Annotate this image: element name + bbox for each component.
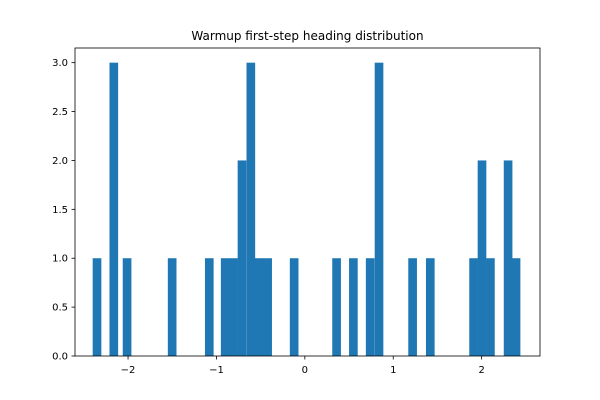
bars-group [92, 62, 521, 357]
y-tick-label: 0.5 [52, 303, 68, 314]
histogram-bar [486, 258, 495, 356]
y-tick-label: 2.0 [52, 156, 68, 167]
y-tick-label: 1.5 [52, 205, 68, 216]
histogram-bar [229, 258, 238, 356]
histogram-bar [408, 258, 417, 356]
chart-title: Warmup first-step heading distribution [191, 29, 423, 43]
histogram-bar [92, 258, 102, 356]
histogram-bar [122, 258, 132, 356]
histogram-bar [374, 62, 384, 357]
histogram-bar [365, 258, 375, 356]
plot-frame [74, 47, 541, 357]
histogram-bar [237, 160, 247, 356]
y-tick-label: 1.0 [52, 254, 68, 265]
y-tick-label: 0.0 [52, 352, 68, 363]
histogram-bar [477, 160, 487, 356]
histogram-bar [254, 258, 264, 356]
histogram-bar [204, 258, 214, 356]
x-tick-label: −2 [121, 365, 136, 376]
y-axis-ticks: 0.0 0.5 1.0 1.5 2.0 2.5 3.0 [52, 58, 75, 363]
histogram-bar [511, 258, 521, 356]
histogram-bar [503, 160, 513, 356]
x-tick-label: −1 [209, 365, 224, 376]
histogram-bar [469, 258, 478, 356]
histogram-bar [263, 258, 272, 356]
histogram-bar [289, 258, 299, 356]
histogram-bar [332, 258, 341, 356]
x-axis-ticks: −2 −1 0 1 2 [121, 356, 485, 376]
y-tick-label: 3.0 [52, 58, 68, 69]
histogram-bar [167, 258, 177, 356]
x-tick-label: 0 [302, 365, 308, 376]
histogram-bar [220, 258, 230, 356]
histogram-bar [425, 258, 435, 356]
y-tick-label: 2.5 [52, 107, 68, 118]
x-tick-label: 2 [478, 365, 484, 376]
x-tick-label: 1 [390, 365, 396, 376]
histogram-bar [349, 258, 358, 356]
histogram-bar [109, 62, 119, 357]
histogram-bar [246, 62, 256, 357]
